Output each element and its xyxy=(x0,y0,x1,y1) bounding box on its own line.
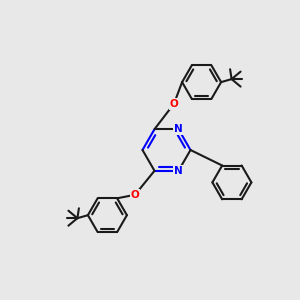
Text: O: O xyxy=(169,99,178,109)
Text: O: O xyxy=(130,190,140,200)
Text: N: N xyxy=(174,166,183,176)
Text: N: N xyxy=(174,124,183,134)
